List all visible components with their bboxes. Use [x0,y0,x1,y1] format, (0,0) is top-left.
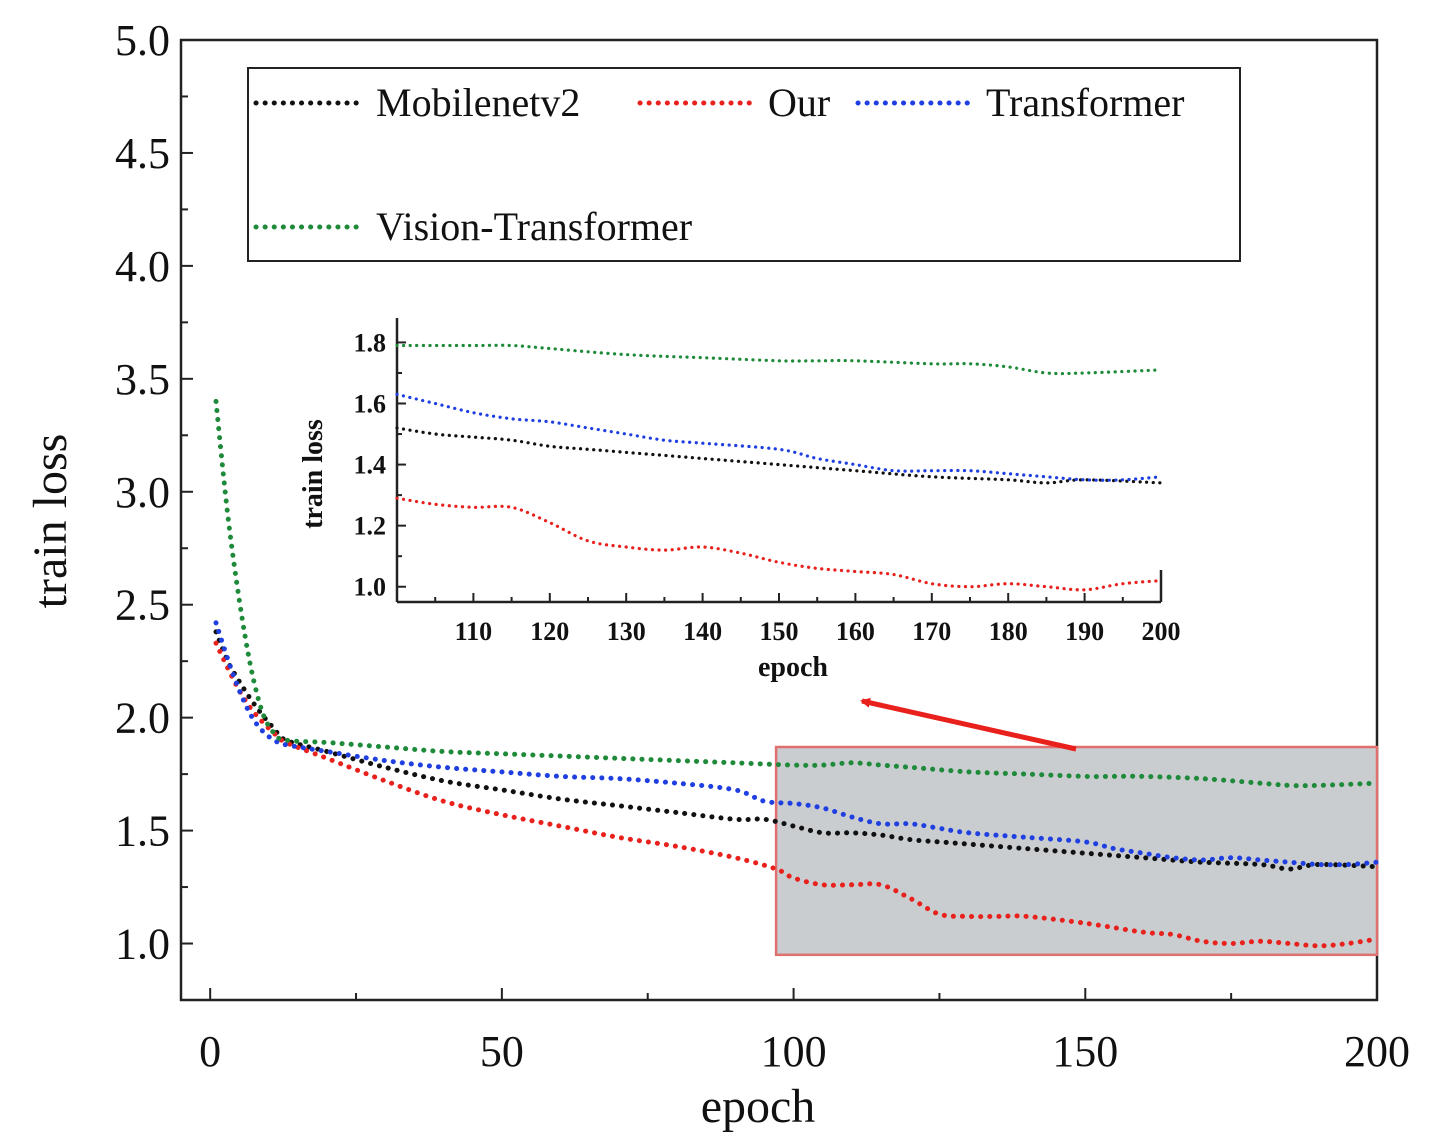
x-tick-label: 150 [1052,1027,1118,1076]
inset-x-tick-label: 150 [760,617,799,646]
inset-x-axis-title: epoch [758,652,828,683]
main-plot-frame [179,38,1379,1002]
inset-series-line-vision-transformer [395,343,1163,376]
inset-x-tick-label: 160 [836,617,875,646]
y-tick-label: 4.5 [115,129,170,178]
y-tick-label: 4.0 [115,242,170,291]
inset-ticks [397,341,1162,602]
inset-y-tick-label: 1.0 [354,573,387,602]
inset-x-tick-label: 140 [683,617,722,646]
legend: Mobilenetv2 Our Transformer Vision-Transfor… [253,80,1185,249]
inset-y-tick-label: 1.4 [354,451,387,480]
series-line-transformer [213,620,1380,868]
inset-x-tick-label: 130 [607,617,646,646]
main-series-group [213,398,1380,949]
x-axis-title: epoch [701,1080,816,1133]
main-ticks [181,39,1378,1000]
inset-x-tick-label: 180 [989,617,1028,646]
inset-series-line-mobilenetv2 [395,426,1163,485]
inset-series-group [395,343,1163,592]
inset-x-tick-label: 200 [1142,617,1181,646]
inset-x-tick-label: 110 [455,617,493,646]
y-tick-label: 1.5 [115,807,170,856]
x-tick-label: 100 [761,1027,827,1076]
main-tick-labels: 0 50 100 150 200 1.0 1.5 2.0 2.5 3.0 3.5 4.0 4.5 5.0 [115,16,1410,1076]
inset-x-tick-label: 170 [912,617,951,646]
x-tick-label: 50 [480,1027,524,1076]
zoom-callout-arrow [860,697,1077,752]
inset-y-axis-title: train loss [298,419,329,529]
legend-label: Vision-Transformer [376,204,692,249]
y-tick-label: 2.0 [115,694,170,743]
inset-series-line-our [395,496,1163,592]
inset-x-tick-label: 190 [1065,617,1104,646]
series-line-mobilenetv2 [213,629,1380,872]
inset-tick-labels: 110 120 130 140 150 160 170 180 190 200 1.0 1.2 1.4 1… [354,328,1181,646]
legend-label: Our [768,80,830,125]
inset-series-line-transformer [395,392,1163,482]
y-axis-title: train loss [24,434,77,609]
y-tick-label: 2.5 [115,581,170,630]
inset-chart: 110 120 130 140 150 160 170 180 190 200 1.0 1.2 1.4 1… [298,318,1181,683]
inset-x-tick-label: 120 [530,617,569,646]
legend-box [247,67,1241,262]
legend-label: Transformer [986,80,1185,125]
y-tick-label: 1.0 [115,920,170,969]
y-tick-label: 3.5 [115,355,170,404]
inset-y-tick-label: 1.8 [354,328,387,357]
zoom-highlight-region [774,745,1379,957]
x-tick-label: 0 [199,1027,221,1076]
y-tick-label: 3.0 [115,468,170,517]
y-tick-label: 5.0 [115,16,170,65]
inset-y-tick-label: 1.2 [354,512,387,541]
inset-y-tick-label: 1.6 [354,390,387,419]
series-line-vision-transformer [213,398,1380,789]
x-tick-label: 200 [1344,1027,1410,1076]
legend-label: Mobilenetv2 [376,80,580,125]
